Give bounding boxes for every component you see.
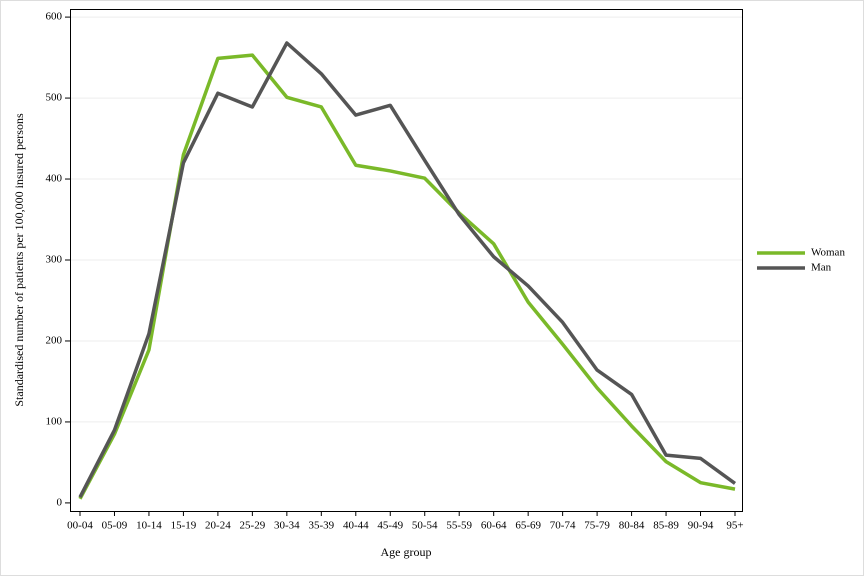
y-tick-label: 100 [46, 415, 63, 427]
x-tick-label: 90-94 [688, 520, 714, 532]
legend-label: Woman [811, 247, 845, 259]
y-tick-label: 0 [57, 496, 63, 508]
x-tick-label: 60-64 [481, 520, 507, 532]
x-tick-label: 05-09 [102, 520, 128, 532]
x-tick-label: 65-69 [515, 520, 541, 532]
x-tick-label: 00-04 [67, 520, 93, 532]
y-tick-label: 600 [46, 11, 63, 23]
y-tick-label: 500 [46, 92, 63, 104]
x-tick-label: 45-49 [377, 520, 403, 532]
x-tick-label: 35-39 [308, 520, 334, 532]
series-line [78, 41, 737, 499]
x-tick-label: 55-59 [446, 520, 472, 532]
x-tick-label: 85-89 [653, 520, 679, 532]
series-line [78, 53, 736, 500]
x-tick-label: 15-19 [171, 520, 197, 532]
x-tick-label: 70-74 [550, 520, 576, 532]
x-tick-label: 40-44 [343, 520, 369, 532]
plot-frame [70, 9, 743, 512]
x-tick-label: 20-24 [205, 520, 231, 532]
y-tick-label: 400 [46, 173, 63, 185]
x-tick-label: 75-79 [584, 520, 610, 532]
x-tick-label: 80-84 [619, 520, 645, 532]
legend-label: Man [811, 262, 832, 274]
x-tick-label: 50-54 [412, 520, 438, 532]
y-tick-label: 200 [46, 334, 63, 346]
y-axis-title: Standardised number of patients per 100,… [12, 113, 26, 407]
x-tick-label: 10-14 [136, 520, 162, 532]
x-tick-label: 30-34 [274, 520, 300, 532]
y-tick-label: 300 [46, 254, 63, 266]
x-axis-title: Age group [381, 545, 432, 559]
x-tick-label: 95+ [726, 520, 743, 532]
x-tick-label: 25-29 [240, 520, 266, 532]
